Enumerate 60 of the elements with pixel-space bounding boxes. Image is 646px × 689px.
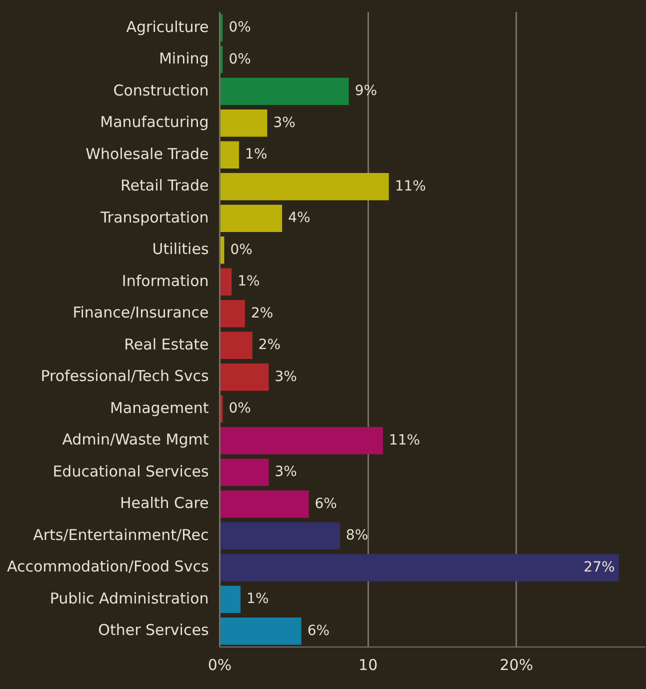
bar xyxy=(220,364,269,391)
y-tick-label: Utilities xyxy=(152,240,209,258)
y-tick-label: Professional/Tech Svcs xyxy=(40,367,209,386)
x-tick-label: 0% xyxy=(208,656,232,674)
y-tick-label: Wholesale Trade xyxy=(86,144,209,163)
y-tick-label: Public Administration xyxy=(50,589,209,608)
y-tick-label: Educational Services xyxy=(52,462,209,480)
data-label: 2% xyxy=(250,305,274,322)
bar xyxy=(220,204,282,232)
y-tick-label: Arts/Entertainment/Rec xyxy=(33,526,209,544)
data-label: 6% xyxy=(307,622,330,639)
y-tick-label: Management xyxy=(110,398,209,417)
bar xyxy=(220,490,309,518)
data-label: 1% xyxy=(238,274,260,290)
data-label: 1% xyxy=(246,591,269,608)
data-label: 0% xyxy=(228,51,251,68)
y-tick-label: Information xyxy=(122,272,209,290)
bar xyxy=(220,110,268,137)
data-label: 1% xyxy=(245,146,268,163)
data-label: 8% xyxy=(346,528,368,544)
bar xyxy=(220,618,302,645)
bar xyxy=(220,268,232,296)
y-tick-label: Retail Trade xyxy=(120,176,209,195)
data-label: 11% xyxy=(388,432,420,448)
data-label: 0% xyxy=(230,242,252,258)
data-label: 3% xyxy=(273,114,296,131)
y-tick-label: Health Care xyxy=(120,494,209,512)
bar xyxy=(220,300,245,328)
y-tick-label: Transportation xyxy=(99,208,209,226)
bar xyxy=(220,236,224,264)
y-tick-label: Mining xyxy=(158,50,209,68)
bar xyxy=(220,586,241,613)
y-tick-label: Real Estate xyxy=(124,335,209,354)
y-tick-label: Agriculture xyxy=(126,18,209,36)
data-label: 11% xyxy=(394,178,426,194)
bar xyxy=(220,332,252,359)
y-tick-label: Other Services xyxy=(98,621,209,640)
x-tick-label: 10 xyxy=(358,656,378,674)
data-label: 3% xyxy=(274,464,297,480)
y-tick-label: Construction xyxy=(113,81,209,100)
bar xyxy=(220,173,389,200)
data-label: 2% xyxy=(258,337,281,354)
data-label: 27% xyxy=(584,559,615,576)
x-tick-label: 20% xyxy=(500,656,534,674)
data-label: 0% xyxy=(228,20,251,36)
data-label: 3% xyxy=(274,368,297,385)
bar xyxy=(220,554,619,582)
y-tick-label: Finance/Insurance xyxy=(72,304,209,322)
bar xyxy=(220,427,383,454)
bar xyxy=(220,522,340,550)
y-tick-label: Admin/Waste Mgmt xyxy=(62,430,209,449)
data-label: 0% xyxy=(228,400,251,417)
data-label: 9% xyxy=(354,83,378,100)
data-label: 6% xyxy=(314,496,337,512)
bar xyxy=(220,458,269,486)
y-tick-label: Manufacturing xyxy=(100,113,209,132)
data-label: 4% xyxy=(288,210,310,226)
y-tick-label: Accommodation/Food Svcs xyxy=(6,558,209,576)
bar xyxy=(220,141,240,168)
bar xyxy=(220,78,349,105)
